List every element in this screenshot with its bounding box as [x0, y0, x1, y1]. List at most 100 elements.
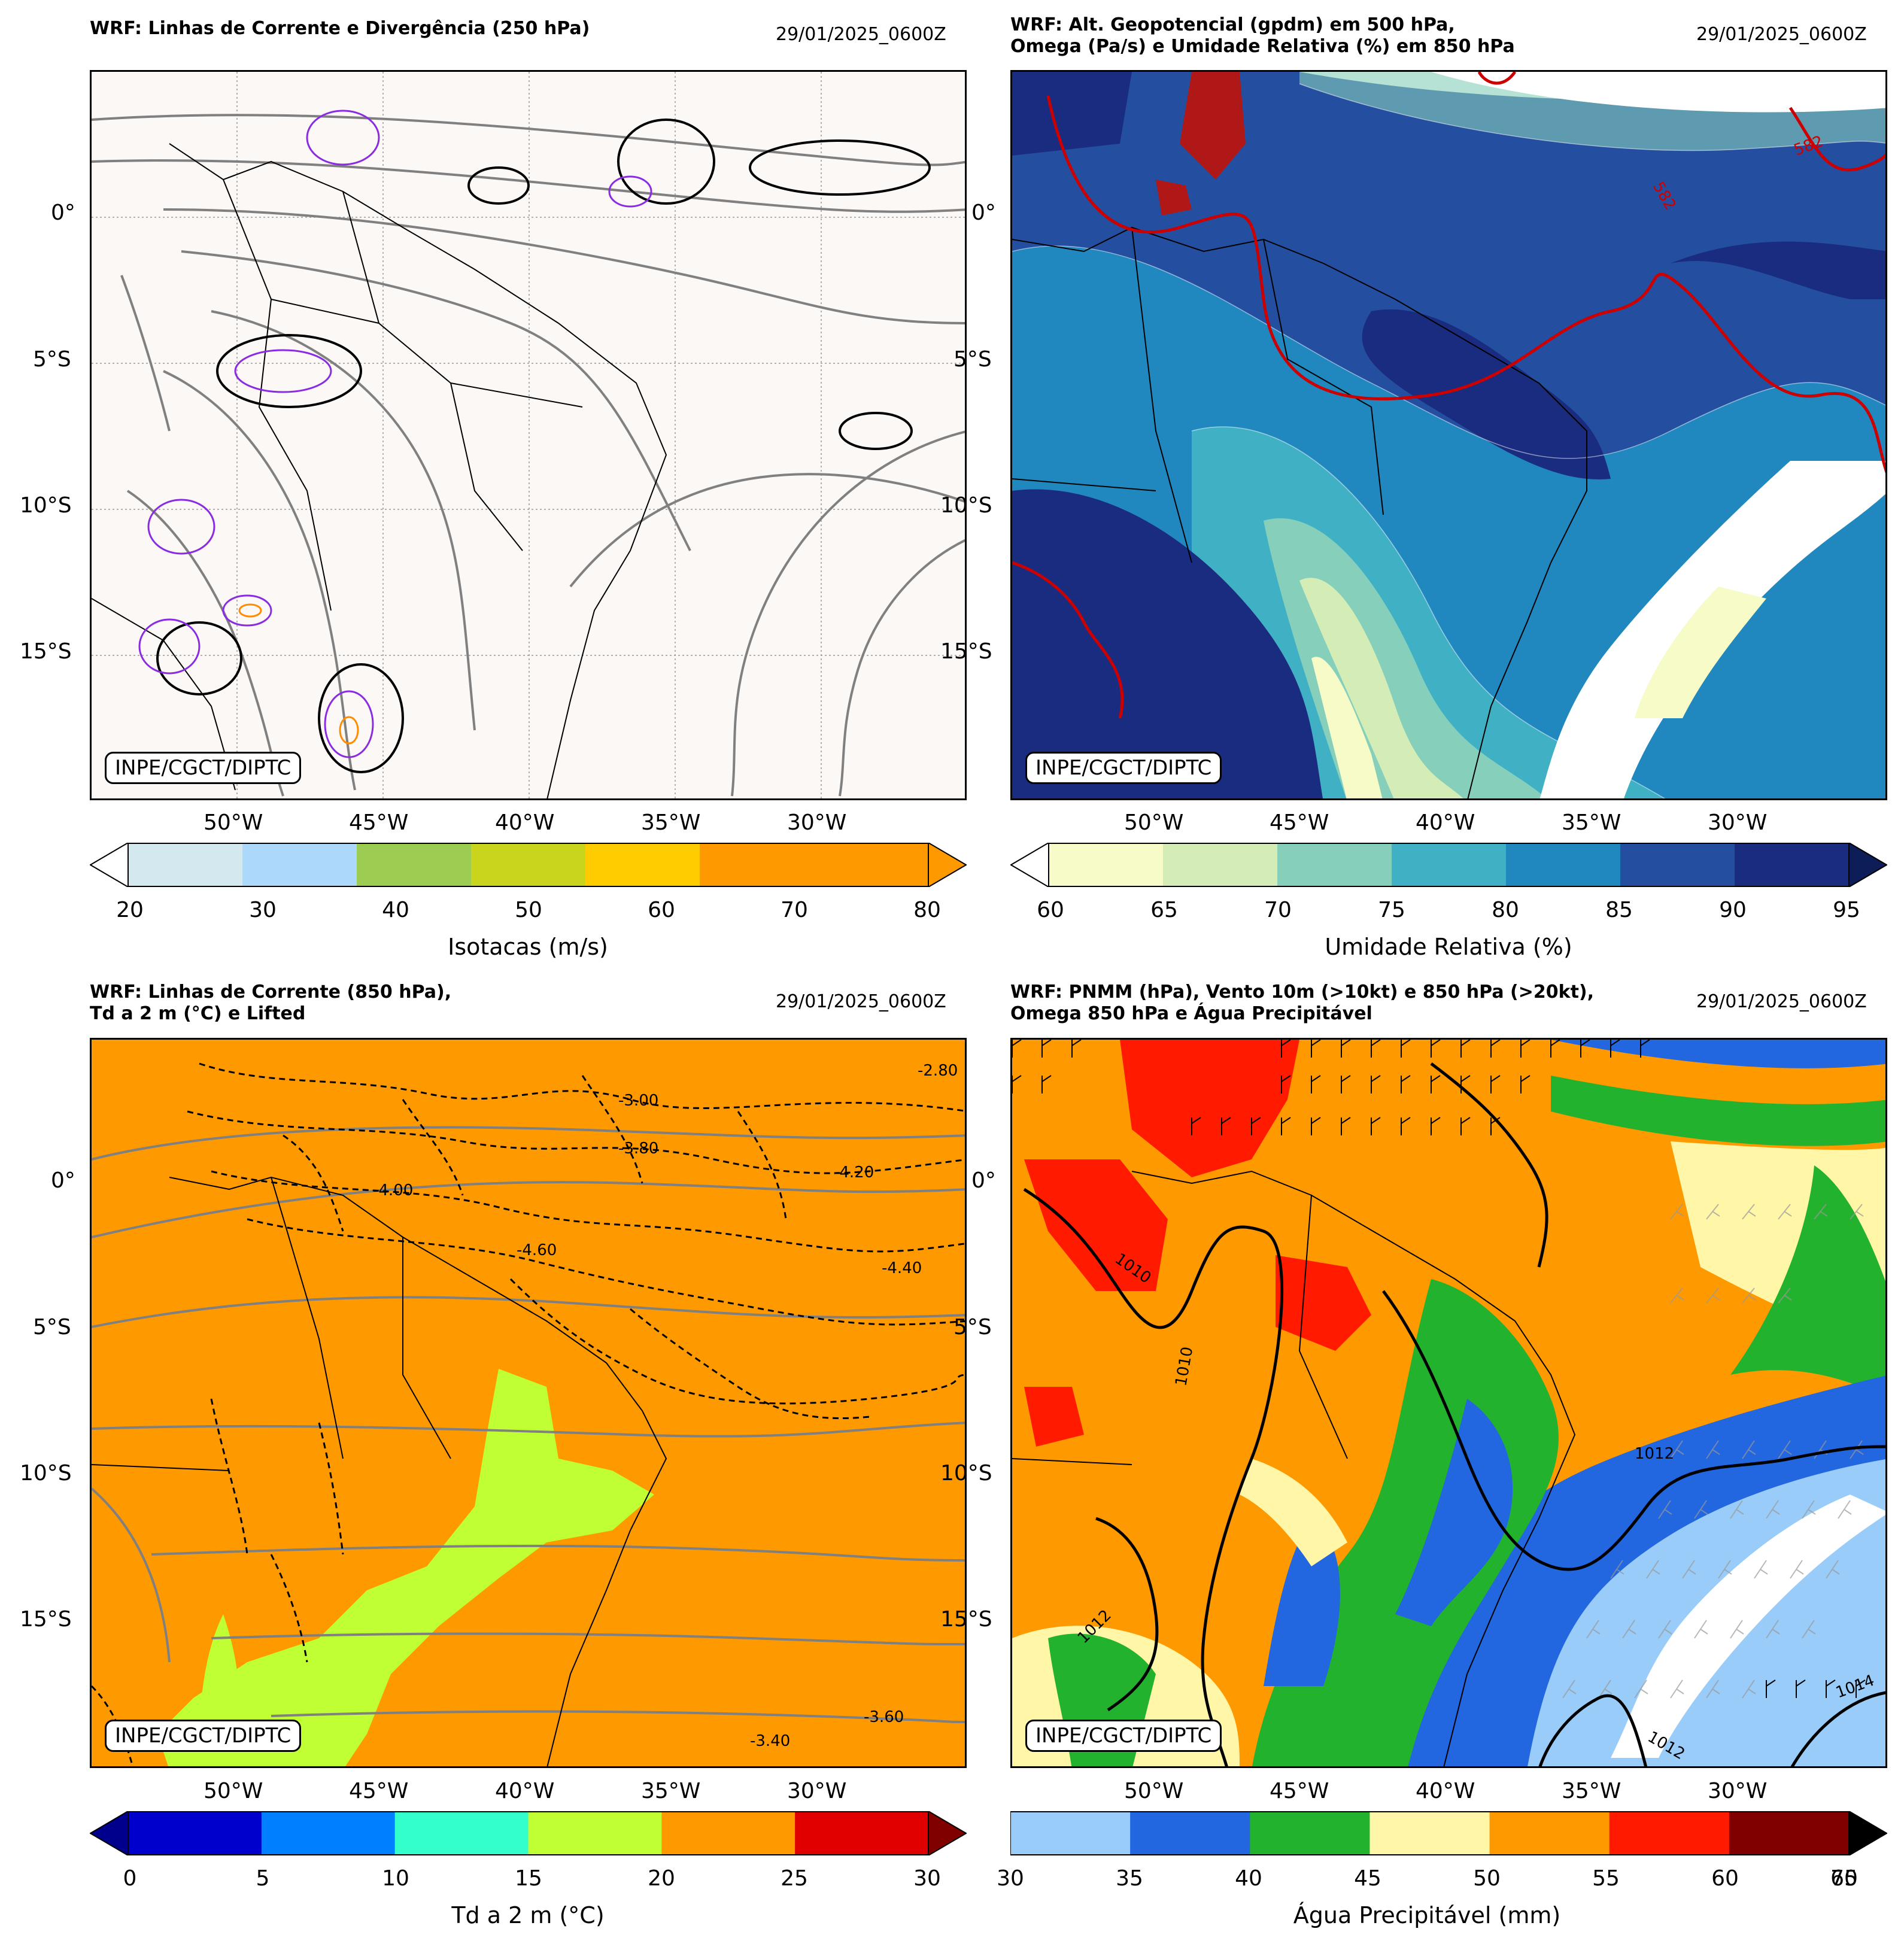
- lon-tick: 45°W: [1270, 810, 1329, 835]
- lon-tick: 40°W: [495, 810, 555, 835]
- colorbar-label: Água Precipitável (mm): [1293, 1902, 1561, 1928]
- panel-title: WRF: PNMM (hPa), Vento 10m (>10kt) e 850…: [1010, 982, 1595, 1024]
- contour-label: -3.00: [618, 1092, 658, 1110]
- colorbar-extend-max: [928, 843, 967, 887]
- colorbar-label: Umidade Relativa (%): [1325, 934, 1572, 960]
- lon-tick: 50°W: [1124, 810, 1184, 835]
- map-850hpa-td: -3.60 -2.80 -3.00 -4.00 -4.20 -4.40 -4.6…: [90, 1038, 967, 1768]
- colorbar-tick: 75: [1378, 898, 1405, 922]
- lon-tick: 50°W: [204, 1779, 263, 1803]
- panel-title: WRF: Linhas de Corrente (850 hPa), Td a …: [90, 982, 452, 1024]
- colorbar-tick: 70: [781, 898, 808, 922]
- colorbar-extend-min: [1010, 843, 1049, 887]
- credit-label: INPE/CGCT/DIPTC: [105, 1720, 302, 1752]
- colorbar-tick: 65: [1150, 898, 1178, 922]
- colorbar-tick: 20: [116, 898, 144, 922]
- colorbar-segment: [1506, 843, 1621, 887]
- lon-tick: 40°W: [495, 1779, 555, 1803]
- credit-label: INPE/CGCT/DIPTC: [1025, 1720, 1222, 1752]
- colorbar-tick: 55: [1592, 1866, 1620, 1891]
- colorbar-segment: [585, 843, 700, 887]
- lat-tick: 10°S: [20, 493, 72, 518]
- colorbar-graphic: [90, 843, 967, 887]
- colorbar-tick: 70: [1830, 1866, 1858, 1891]
- map-graphic: -3.60 -2.80 -3.00 -4.00 -4.20 -4.40 -4.6…: [92, 1040, 965, 1766]
- lon-tick: 35°W: [1562, 1779, 1621, 1803]
- lon-tick: 45°W: [349, 810, 409, 835]
- lat-tick: 5°S: [953, 1315, 992, 1340]
- colorbar-segment: [1010, 1811, 1131, 1855]
- colorbar: [1010, 843, 1887, 887]
- map-graphic: 582 582: [1012, 72, 1885, 798]
- colorbar-segment: [357, 843, 472, 887]
- map-graphic: [92, 72, 965, 798]
- contour-label: -3.40: [750, 1732, 790, 1750]
- colorbar-outline: [1048, 843, 1850, 887]
- colorbar: [1010, 1811, 1887, 1855]
- colorbar-graphic: [1010, 843, 1887, 887]
- colorbar-extend-min: [90, 1811, 129, 1855]
- colorbar-graphic: [90, 1811, 967, 1855]
- colorbar-segment: [1163, 843, 1278, 887]
- lat-tick: 15°S: [20, 1607, 72, 1632]
- colorbar-segment: [261, 1811, 396, 1855]
- lon-tick: 50°W: [1124, 1779, 1184, 1803]
- colorbar-tick: 20: [648, 1866, 675, 1891]
- colorbar-segment: [128, 843, 243, 887]
- panel-date: 29/01/2025_0600Z: [1696, 991, 1867, 1012]
- colorbar-tick: 30: [913, 1866, 941, 1891]
- lat-tick: 0°: [51, 1168, 75, 1193]
- lon-tick: 30°W: [787, 810, 847, 835]
- lat-tick: 5°S: [33, 347, 71, 372]
- credit-label: INPE/CGCT/DIPTC: [1025, 752, 1222, 784]
- contour-label: -4.40: [882, 1259, 922, 1277]
- colorbar-segment: [1250, 1811, 1370, 1855]
- lon-tick: 30°W: [787, 1779, 847, 1803]
- map-pnmm: 1010 1010 1012 1012 1014 1012 INPE/CGCT/…: [1010, 1038, 1887, 1768]
- colorbar-tick: 10: [382, 1866, 409, 1891]
- colorbar: [90, 843, 967, 887]
- colorbar-outline: [127, 843, 929, 887]
- colorbar-tick: 0: [123, 1866, 137, 1891]
- map-graphic: 1010 1010 1012 1012 1014 1012: [1012, 1040, 1885, 1766]
- colorbar: [90, 1811, 967, 1855]
- lon-tick: 30°W: [1708, 1779, 1768, 1803]
- colorbar-segment: [1130, 1811, 1250, 1855]
- colorbar-tick: 5: [256, 1866, 270, 1891]
- colorbar-tick: 40: [1235, 1866, 1262, 1891]
- colorbar-extend-min: [90, 843, 129, 887]
- lon-tick: 50°W: [204, 810, 263, 835]
- colorbar-segment: [528, 1811, 662, 1855]
- colorbar-label: Isotacas (m/s): [448, 934, 608, 960]
- colorbar-segment: [1392, 843, 1507, 887]
- lat-tick: 15°S: [20, 639, 72, 664]
- credit-label: INPE/CGCT/DIPTC: [105, 752, 302, 784]
- lat-tick: 0°: [51, 201, 75, 225]
- panel-date: 29/01/2025_0600Z: [776, 24, 946, 45]
- colorbar-outline: [127, 1811, 929, 1855]
- colorbar-segment: [795, 1811, 929, 1855]
- colorbar-tick: 15: [515, 1866, 542, 1891]
- colorbar-graphic: [1010, 1811, 1887, 1855]
- lat-tick: 10°S: [940, 493, 992, 518]
- lon-tick: 40°W: [1416, 1779, 1475, 1803]
- lat-tick: 0°: [971, 1168, 996, 1193]
- colorbar-tick: 60: [1711, 1866, 1739, 1891]
- contour-label: 1012: [1635, 1445, 1674, 1463]
- contour-label: -2.80: [918, 1062, 958, 1080]
- colorbar-tick: 40: [382, 898, 409, 922]
- colorbar-segment: [1049, 843, 1164, 887]
- colorbar-segment: [1277, 843, 1392, 887]
- colorbar-tick: 60: [1037, 898, 1064, 922]
- colorbar-tick: 85: [1605, 898, 1633, 922]
- contour-label: -4.60: [517, 1241, 557, 1259]
- lon-tick: 30°W: [1708, 810, 1768, 835]
- colorbar-tick: 60: [648, 898, 675, 922]
- lon-tick: 35°W: [1562, 810, 1621, 835]
- colorbar-segment: [128, 1811, 262, 1855]
- colorbar-tick: 30: [997, 1866, 1024, 1891]
- colorbar-segment: [700, 843, 815, 887]
- lon-tick: 45°W: [349, 1779, 409, 1803]
- colorbar-tick: 65: [1830, 1866, 1858, 1891]
- colorbar-segment: [394, 1811, 529, 1855]
